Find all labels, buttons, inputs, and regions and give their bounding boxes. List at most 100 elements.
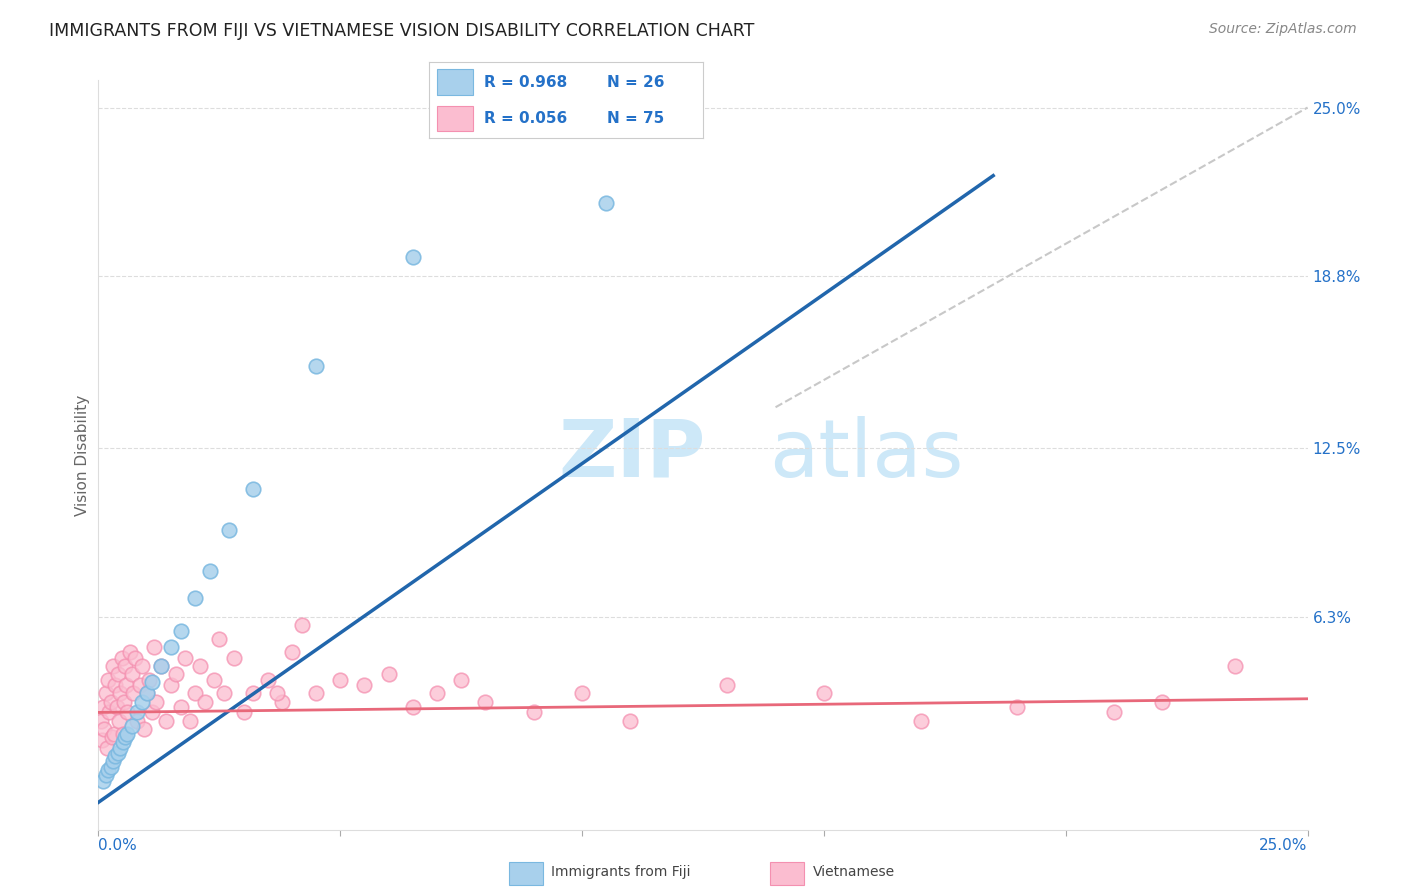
Point [141,675,163,690]
Text: Immigrants from Fiji: Immigrants from Fiji [551,865,690,880]
Point [94,768,117,782]
Point [107,667,129,681]
Point [101,659,124,673]
Point [266,686,288,700]
Point [150,659,173,673]
Point [188,659,211,673]
Point [232,706,254,720]
Point [402,251,425,265]
Point [104,749,127,764]
Point [271,694,294,708]
Point [329,673,352,687]
Point [222,651,245,665]
Point [114,730,136,744]
Point [1223,659,1246,673]
Point [101,755,124,769]
Text: N = 75: N = 75 [607,111,664,126]
Point [155,714,177,728]
Point [1102,706,1125,720]
Point [179,714,201,728]
Point [305,359,328,374]
Point [96,740,118,755]
Point [184,686,207,700]
Point [402,700,425,714]
Point [91,773,114,788]
Point [194,694,217,708]
Point [135,686,157,700]
Point [305,686,328,700]
Point [105,700,128,714]
Point [474,694,496,708]
Point [107,714,129,728]
Point [135,686,157,700]
Point [169,700,191,714]
Point [619,714,641,728]
Point [184,591,207,605]
Point [242,686,264,700]
Text: R = 0.968: R = 0.968 [484,75,567,90]
Text: 25.0%: 25.0% [1260,838,1308,853]
Point [124,651,146,665]
Point [290,618,312,632]
Point [114,659,136,673]
Bar [437,105,472,131]
Point [117,727,139,741]
Point [131,659,153,673]
Point [111,735,134,749]
Point [134,722,156,736]
Point [122,686,145,700]
Point [104,678,127,692]
Point [281,645,304,659]
Point [91,732,114,747]
Point [910,714,932,728]
Point [1007,700,1029,714]
Point [208,632,231,646]
Text: Vietnamese: Vietnamese [813,865,894,880]
Point [131,694,153,708]
Point [121,667,143,681]
Point [150,659,173,673]
Point [1152,694,1174,708]
Text: atlas: atlas [769,416,965,494]
Text: ZIP: ZIP [558,416,706,494]
Point [813,686,835,700]
Text: N = 26: N = 26 [607,75,665,90]
Point [595,195,617,210]
Point [174,651,197,665]
Text: Source: ZipAtlas.com: Source: ZipAtlas.com [1209,22,1357,37]
Point [143,640,166,654]
Point [98,706,121,720]
Point [121,719,143,733]
Point [169,624,191,638]
Point [198,564,221,578]
Point [571,686,593,700]
Point [91,700,114,714]
Point [90,714,112,728]
Point [117,706,139,720]
Point [111,651,134,665]
Point [112,694,135,708]
Point [115,678,138,692]
Point [165,667,187,681]
Point [101,730,124,744]
Point [160,678,183,692]
Point [145,694,167,708]
Text: R = 0.056: R = 0.056 [484,111,567,126]
Point [212,686,235,700]
Point [160,640,183,654]
Point [103,727,125,741]
Point [256,673,278,687]
Point [242,482,264,496]
Point [94,686,117,700]
Point [716,678,738,692]
Point [127,706,149,720]
Point [377,667,399,681]
Point [107,746,129,760]
Text: 0.0%: 0.0% [98,838,138,853]
Point [93,722,115,736]
Point [141,706,163,720]
Point [450,673,472,687]
Point [100,760,122,774]
Point [97,763,120,777]
Point [523,706,546,720]
